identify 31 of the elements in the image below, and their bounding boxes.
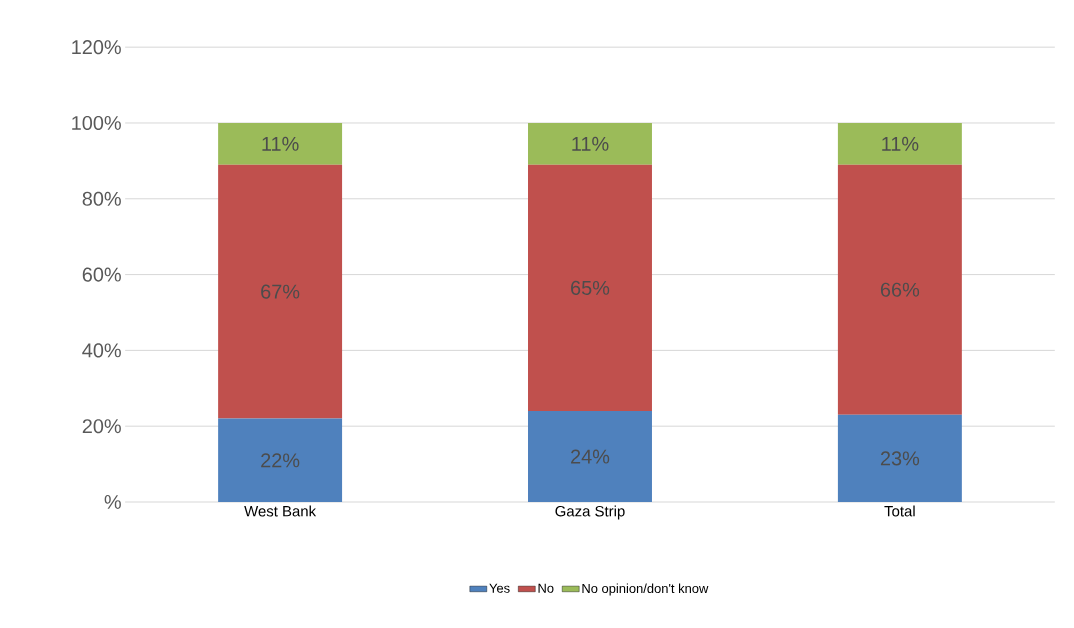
- bar: [837, 414, 962, 502]
- x-tick-label: West Bank: [244, 505, 317, 517]
- bar: [837, 122, 962, 165]
- y-tick-label: 60%: [82, 267, 121, 282]
- legend-label: Yes: [489, 583, 510, 593]
- data-label: 23%: [880, 451, 920, 466]
- data-label: 66%: [880, 282, 920, 297]
- bar: [837, 164, 962, 415]
- bar: [218, 122, 343, 165]
- bar: [218, 418, 343, 502]
- legend-label: No opinion/don't know: [582, 583, 709, 596]
- bar: [528, 410, 652, 502]
- y-tick-label: 100%: [72, 115, 121, 130]
- x-tick-label: Gaza Strip: [555, 505, 625, 520]
- y-tick-label: 120%: [72, 40, 121, 55]
- y-tick-label: %: [104, 494, 121, 509]
- data-label: 65%: [571, 280, 610, 295]
- x-tick-label: Total: [884, 505, 915, 517]
- data-label: 11%: [262, 136, 299, 151]
- bar: [218, 164, 343, 419]
- bar: [528, 164, 652, 411]
- data-label: 67%: [261, 284, 300, 299]
- data-label: 24%: [571, 449, 610, 464]
- data-label: 11%: [572, 136, 609, 151]
- bar: [528, 122, 652, 165]
- legend-label: No: [538, 583, 554, 593]
- y-tick-label: 40%: [82, 343, 121, 358]
- y-tick-label: 80%: [82, 191, 121, 206]
- data-label: 22%: [261, 453, 300, 468]
- data-label: 11%: [882, 136, 919, 151]
- y-tick-label: 20%: [82, 419, 121, 434]
